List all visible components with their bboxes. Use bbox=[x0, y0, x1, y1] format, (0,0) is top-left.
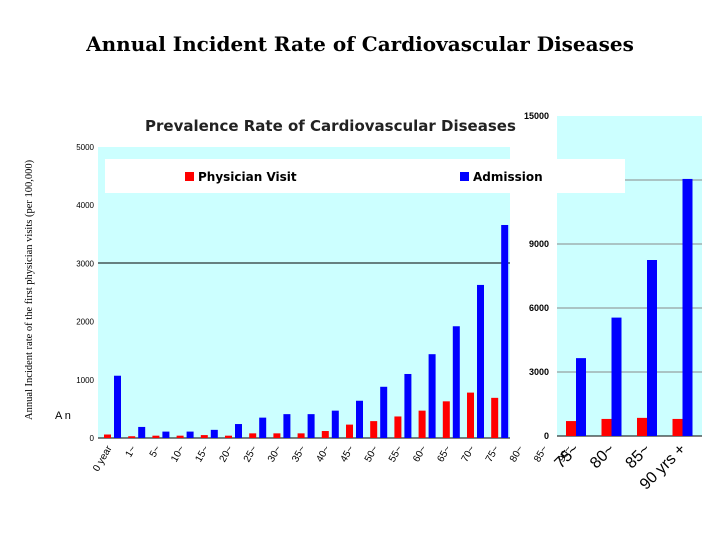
left-bar-admission bbox=[186, 431, 194, 438]
right-x-tick-label: 85~ bbox=[623, 441, 654, 472]
left-x-tick-label: 70~ bbox=[460, 444, 478, 464]
left-bar-admission bbox=[307, 414, 315, 438]
left-x-tick-label: 20~ bbox=[218, 444, 236, 464]
left-x-tick-label: 65~ bbox=[435, 444, 453, 464]
left-x-tick-label: 5~ bbox=[148, 444, 163, 460]
left-y-tick-label: 4000 bbox=[76, 201, 94, 210]
left-bar-physician-visit bbox=[128, 436, 136, 438]
right-bar-admission bbox=[576, 358, 586, 436]
right-y-tick-label: 9000 bbox=[529, 239, 549, 249]
right-bar-physician-visit bbox=[672, 418, 683, 436]
left-bar-admission bbox=[162, 431, 170, 438]
legend-swatch-admission bbox=[460, 172, 469, 181]
left-x-tick-label: 85~ bbox=[532, 444, 550, 464]
left-x-tick-label: 35~ bbox=[290, 444, 308, 464]
right-y-tick-label: 15000 bbox=[524, 111, 549, 121]
left-bar-admission bbox=[210, 429, 218, 438]
left-x-tick-label: 45~ bbox=[339, 444, 357, 464]
left-x-tick-label: 1~ bbox=[124, 444, 139, 460]
legend-box bbox=[105, 159, 625, 193]
left-bar-physician-visit bbox=[321, 431, 329, 438]
left-bar-admission bbox=[380, 386, 388, 438]
left-bar-physician-visit bbox=[249, 433, 257, 438]
left-bar-physician-visit bbox=[297, 433, 305, 438]
left-x-tick-label: 0 year bbox=[91, 443, 115, 473]
left-bar-admission bbox=[404, 373, 412, 438]
left-bar-admission bbox=[501, 224, 509, 438]
left-y-tick-label: 2000 bbox=[76, 318, 94, 327]
left-x-tick-label: 25~ bbox=[242, 444, 260, 464]
left-y-tick-label: 0 bbox=[90, 434, 95, 443]
left-bar-admission bbox=[331, 410, 339, 438]
left-bar-physician-visit bbox=[346, 424, 353, 438]
right-y-tick-label: 6000 bbox=[529, 303, 549, 313]
legend-label-admission: Admission bbox=[473, 170, 543, 184]
left-bar-physician-visit bbox=[273, 433, 281, 438]
left-bar-admission bbox=[114, 375, 121, 438]
right-bar-admission bbox=[611, 317, 622, 436]
left-x-tick-label: 55~ bbox=[387, 444, 405, 464]
right-bar-admission bbox=[682, 178, 693, 436]
left-x-tick-label: 80~ bbox=[508, 444, 526, 464]
left-x-tick-label: 60~ bbox=[411, 444, 429, 464]
left-bar-physician-visit bbox=[467, 392, 474, 438]
left-x-tick-label: 10~ bbox=[169, 444, 187, 464]
right-y-tick-label: 3000 bbox=[529, 367, 549, 377]
right-bar-physician-visit bbox=[601, 418, 612, 436]
left-y-tick-label: 1000 bbox=[76, 376, 94, 385]
left-bar-physician-visit bbox=[152, 435, 160, 438]
right-x-tick-label: 80~ bbox=[587, 441, 618, 472]
left-bar-physician-visit bbox=[200, 435, 208, 438]
left-bar-admission bbox=[138, 426, 146, 438]
legend-label-physician-visit: Physician Visit bbox=[198, 170, 297, 184]
left-x-tick-label: 40~ bbox=[314, 444, 332, 464]
left-bar-physician-visit bbox=[104, 434, 111, 438]
left-bar-admission bbox=[428, 354, 436, 438]
left-bar-physician-visit bbox=[225, 435, 232, 438]
left-y-tick-label: 3000 bbox=[76, 259, 94, 268]
left-bar-admission bbox=[259, 417, 267, 438]
left-bar-physician-visit bbox=[370, 421, 378, 438]
left-bar-admission bbox=[477, 284, 484, 438]
left-bar-physician-visit bbox=[176, 435, 184, 438]
left-bar-admission bbox=[283, 414, 291, 438]
left-bar-admission bbox=[356, 400, 363, 438]
left-y-tick-label: 5000 bbox=[76, 143, 94, 152]
legend-swatch-physician-visit bbox=[185, 172, 194, 181]
right-bar-admission bbox=[647, 260, 657, 436]
left-bar-admission bbox=[452, 326, 460, 438]
slide-title: Annual Incident Rate of Cardiovascular D… bbox=[86, 32, 634, 56]
left-bar-physician-visit bbox=[418, 410, 426, 438]
left-bar-physician-visit bbox=[394, 416, 402, 438]
right-bar-physician-visit bbox=[566, 421, 576, 436]
right-bar-physician-visit bbox=[637, 417, 647, 436]
left-bar-admission bbox=[235, 424, 242, 438]
prevalence-chart-title: Prevalence Rate of Cardiovascular Diseas… bbox=[145, 117, 516, 135]
left-bar-physician-visit bbox=[442, 401, 450, 438]
stray-axis-fragment: A n bbox=[55, 410, 71, 422]
right-x-tick-label: 75~ bbox=[552, 441, 583, 472]
left-bar-physician-visit bbox=[491, 397, 499, 438]
left-x-tick-label: 30~ bbox=[266, 444, 284, 464]
left-x-tick-label: 75~ bbox=[484, 444, 502, 464]
left-x-tick-label: 50~ bbox=[363, 444, 381, 464]
left-plot-area bbox=[98, 147, 510, 438]
left-x-tick-label: 15~ bbox=[193, 444, 211, 464]
right-y-tick-label: 0 bbox=[544, 431, 549, 441]
legend: Physician Visit Admission bbox=[105, 159, 625, 193]
